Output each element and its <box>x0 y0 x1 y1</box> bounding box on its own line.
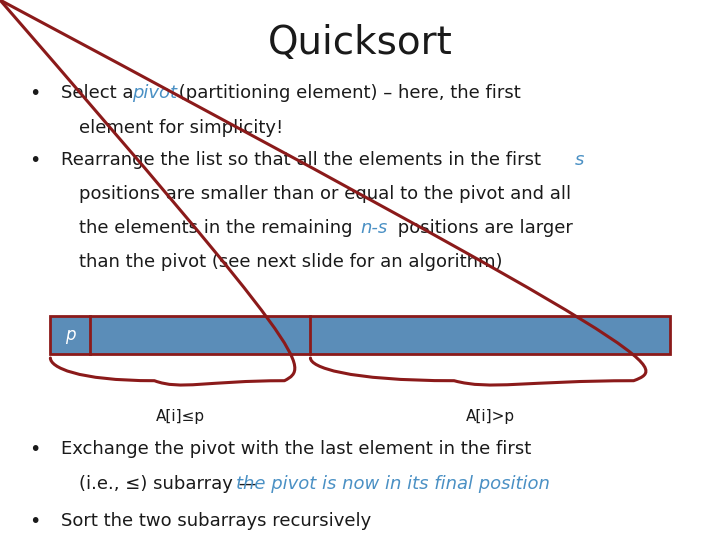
Text: Sort the two subarrays recursively: Sort the two subarrays recursively <box>61 512 372 530</box>
Text: n-s: n-s <box>360 219 387 237</box>
Text: s: s <box>575 151 585 169</box>
Text: A[i]>p: A[i]>p <box>465 409 515 424</box>
Text: (i.e., ≤) subarray —: (i.e., ≤) subarray — <box>79 475 263 493</box>
Text: than the pivot (see next slide for an algorithm): than the pivot (see next slide for an al… <box>79 253 503 271</box>
Text: •: • <box>29 84 40 103</box>
Text: •: • <box>29 512 40 531</box>
Text: (partitioning element) – here, the first: (partitioning element) – here, the first <box>173 84 521 102</box>
FancyBboxPatch shape <box>50 316 670 354</box>
Text: pivot: pivot <box>132 84 177 102</box>
Text: positions are smaller than or equal to the pivot and all: positions are smaller than or equal to t… <box>79 185 572 203</box>
Text: Quicksort: Quicksort <box>268 24 452 62</box>
Text: element for simplicity!: element for simplicity! <box>79 119 284 137</box>
Text: •: • <box>29 151 40 170</box>
Text: A[i]≤p: A[i]≤p <box>156 409 205 424</box>
Text: positions are larger: positions are larger <box>392 219 573 237</box>
Text: the pivot is now in its final position: the pivot is now in its final position <box>236 475 550 493</box>
Text: •: • <box>29 440 40 459</box>
Text: the elements in the remaining: the elements in the remaining <box>79 219 359 237</box>
Text: p: p <box>65 326 76 344</box>
Text: Select a: Select a <box>61 84 140 102</box>
Text: Exchange the pivot with the last element in the first: Exchange the pivot with the last element… <box>61 440 531 458</box>
Text: Rearrange the list so that all the elements in the first: Rearrange the list so that all the eleme… <box>61 151 547 169</box>
